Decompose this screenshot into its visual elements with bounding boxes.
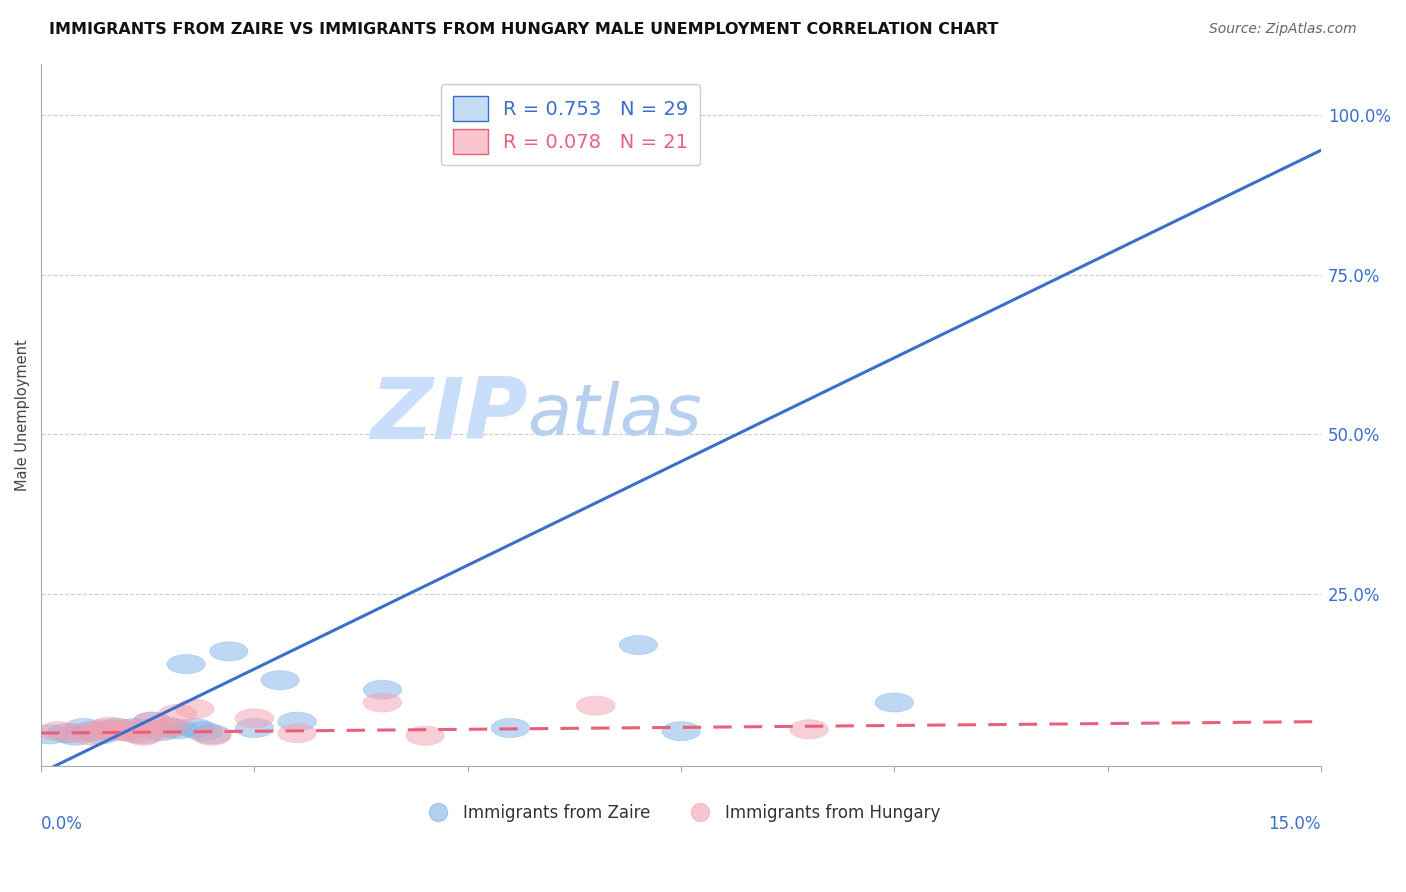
Ellipse shape [176, 699, 214, 718]
Ellipse shape [235, 709, 274, 728]
Ellipse shape [90, 720, 128, 739]
Ellipse shape [132, 712, 172, 731]
Ellipse shape [363, 680, 402, 699]
Ellipse shape [124, 726, 163, 745]
Ellipse shape [363, 693, 402, 712]
Ellipse shape [278, 712, 316, 731]
Ellipse shape [193, 726, 231, 745]
Ellipse shape [56, 723, 94, 743]
Ellipse shape [278, 723, 316, 743]
Ellipse shape [150, 717, 188, 736]
Ellipse shape [576, 696, 614, 715]
Ellipse shape [65, 718, 103, 738]
Ellipse shape [142, 722, 180, 740]
Ellipse shape [107, 720, 146, 739]
Ellipse shape [790, 720, 828, 739]
Ellipse shape [619, 635, 658, 655]
Y-axis label: Male Unemployment: Male Unemployment [15, 339, 30, 491]
Ellipse shape [875, 693, 914, 712]
Text: atlas: atlas [527, 381, 702, 450]
Ellipse shape [107, 722, 146, 740]
Text: 0.0%: 0.0% [41, 815, 83, 833]
Legend: Immigrants from Zaire, Immigrants from Hungary: Immigrants from Zaire, Immigrants from H… [415, 797, 948, 828]
Ellipse shape [662, 722, 700, 740]
Ellipse shape [98, 718, 138, 738]
Text: Source: ZipAtlas.com: Source: ZipAtlas.com [1209, 22, 1357, 37]
Ellipse shape [176, 718, 214, 738]
Ellipse shape [90, 717, 128, 736]
Ellipse shape [491, 105, 530, 125]
Ellipse shape [159, 705, 197, 723]
Ellipse shape [235, 718, 274, 738]
Ellipse shape [56, 726, 94, 745]
Ellipse shape [491, 718, 530, 738]
Ellipse shape [132, 712, 172, 731]
Ellipse shape [115, 723, 155, 743]
Ellipse shape [73, 722, 111, 740]
Ellipse shape [193, 725, 231, 744]
Text: ZIP: ZIP [370, 374, 527, 457]
Ellipse shape [150, 718, 188, 738]
Ellipse shape [48, 723, 86, 743]
Ellipse shape [262, 671, 299, 690]
Ellipse shape [406, 726, 444, 745]
Ellipse shape [142, 720, 180, 739]
Ellipse shape [73, 726, 111, 745]
Text: 15.0%: 15.0% [1268, 815, 1322, 833]
Ellipse shape [124, 725, 163, 744]
Ellipse shape [98, 722, 138, 740]
Ellipse shape [209, 642, 247, 661]
Ellipse shape [82, 720, 120, 739]
Ellipse shape [31, 725, 69, 744]
Ellipse shape [39, 722, 77, 740]
Ellipse shape [167, 655, 205, 673]
Ellipse shape [115, 718, 155, 738]
Ellipse shape [184, 722, 222, 740]
Ellipse shape [159, 720, 197, 739]
Text: IMMIGRANTS FROM ZAIRE VS IMMIGRANTS FROM HUNGARY MALE UNEMPLOYMENT CORRELATION C: IMMIGRANTS FROM ZAIRE VS IMMIGRANTS FROM… [49, 22, 998, 37]
Ellipse shape [82, 725, 120, 744]
